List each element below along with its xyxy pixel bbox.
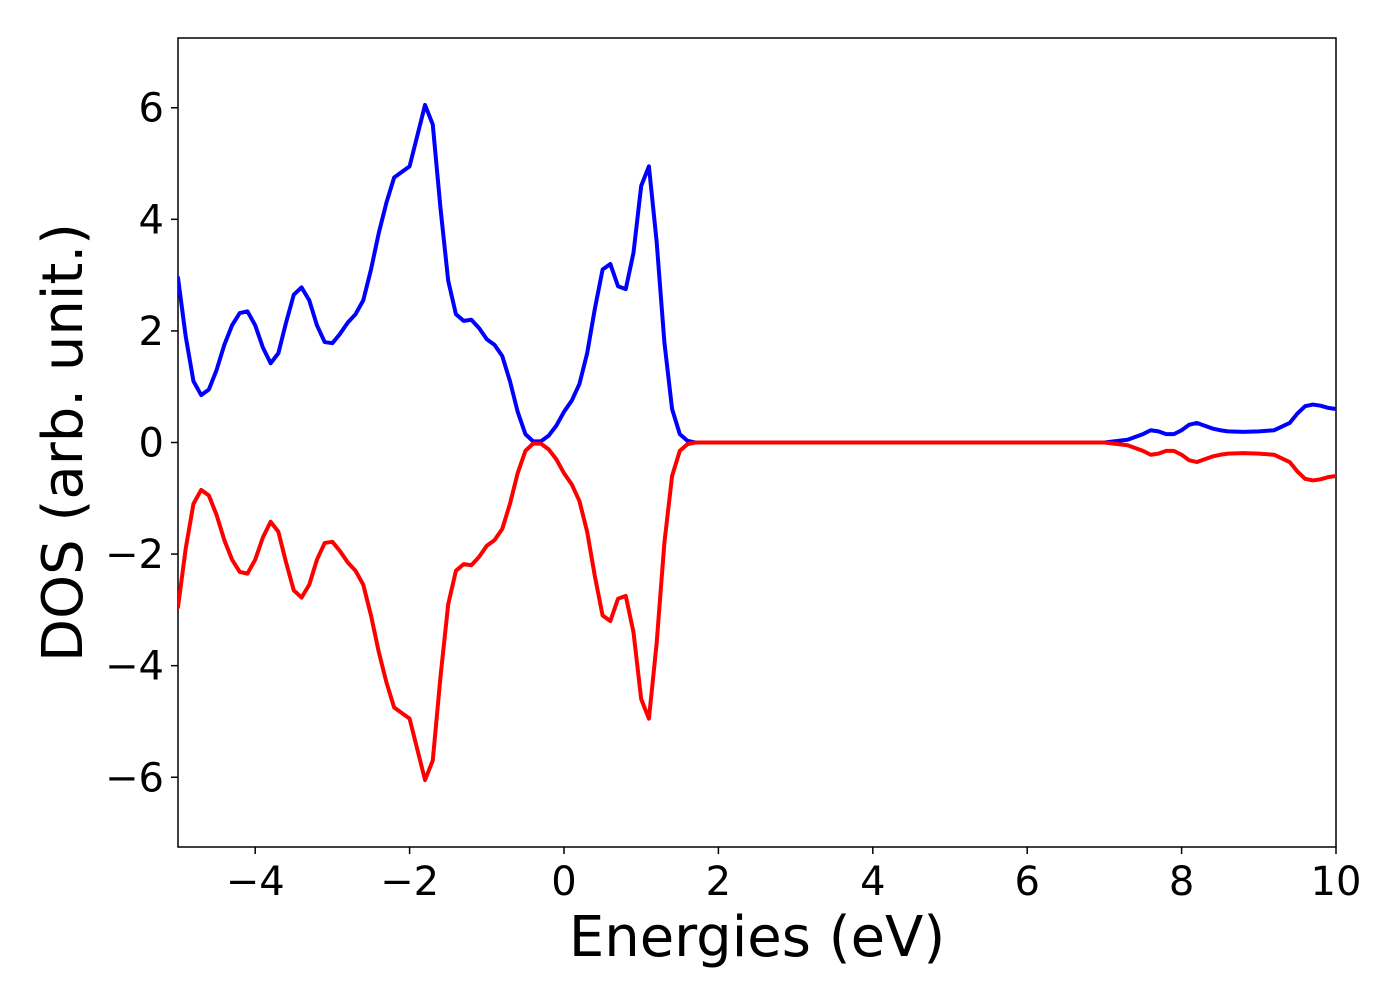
y-tick-label: 0 [139, 421, 164, 467]
x-axis-label: Energies (eV) [569, 905, 945, 970]
series-layer [178, 102, 1336, 783]
x-axis: −4 −2 0 2 4 6 8 10 [226, 847, 1362, 905]
x-tick-label: −2 [380, 859, 439, 905]
y-tick-label: 4 [139, 197, 164, 243]
x-tick-label: 10 [1311, 859, 1362, 905]
y-axis-label: DOS (arb. unit.) [31, 223, 96, 662]
x-tick-label: 4 [860, 859, 885, 905]
dos-series-positive-line [178, 102, 1336, 445]
x-tick-label: −4 [226, 859, 285, 905]
y-tick-label: −2 [105, 532, 164, 578]
dos-series-negative-line [178, 440, 1336, 783]
x-tick-label: 6 [1014, 859, 1039, 905]
x-tick-label: 8 [1169, 859, 1194, 905]
y-axis: −6 −4 −2 0 2 4 6 [105, 86, 178, 801]
y-tick-label: −6 [105, 755, 164, 801]
x-tick-label: 0 [551, 859, 576, 905]
x-tick-label: 2 [706, 859, 731, 905]
y-tick-label: 6 [139, 86, 164, 132]
y-tick-label: 2 [139, 309, 164, 355]
y-tick-label: −4 [105, 644, 164, 690]
